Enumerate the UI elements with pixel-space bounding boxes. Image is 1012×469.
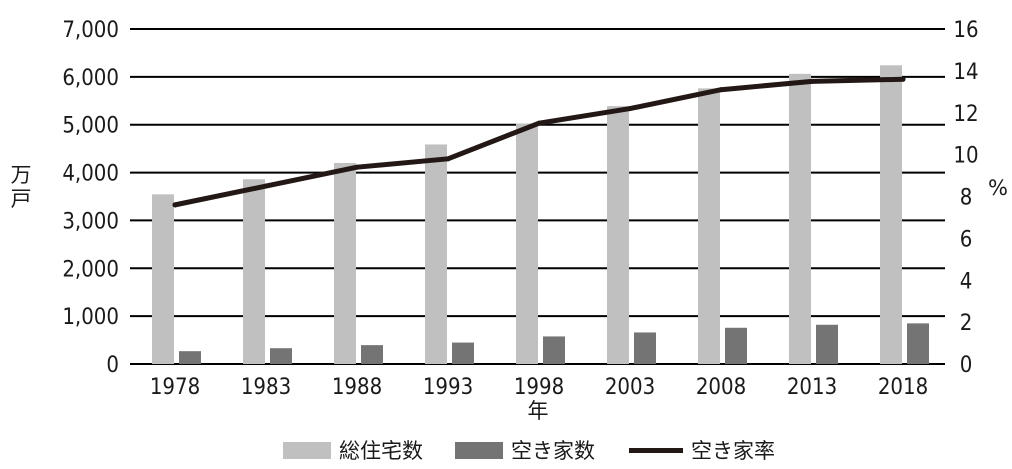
bar-total-2008 bbox=[698, 88, 720, 364]
y2-tick-label: 2 bbox=[960, 311, 973, 336]
x-tick-label: 1978 bbox=[150, 375, 200, 400]
bar-total-1993 bbox=[425, 144, 447, 364]
legend-label-rate: 空き家率 bbox=[691, 439, 775, 463]
bar-total-1978 bbox=[152, 194, 174, 364]
y-tick-label: 4,000 bbox=[62, 162, 119, 187]
bar-total-1998 bbox=[516, 123, 538, 365]
x-tick-label: 1988 bbox=[332, 375, 382, 400]
line-point-1978 bbox=[172, 202, 178, 208]
y-axis-title: 万戸 bbox=[11, 163, 32, 211]
line-layer bbox=[172, 76, 906, 208]
y-tick-label: 5,000 bbox=[62, 114, 119, 139]
line-point-2018 bbox=[900, 76, 906, 82]
line-point-2003 bbox=[627, 106, 633, 112]
bar-total-2003 bbox=[607, 106, 629, 365]
bar-total-1988 bbox=[334, 162, 356, 364]
legend-label-vacant: 空き家数 bbox=[511, 439, 595, 463]
legend-swatch-total bbox=[283, 442, 331, 459]
y2-tick-label: 16 bbox=[953, 18, 978, 43]
bar-vacant-1993 bbox=[452, 342, 474, 364]
x-axis-title: 年 bbox=[528, 399, 549, 423]
legend-label-total: 総住宅数 bbox=[339, 439, 423, 463]
bar-total-2013 bbox=[789, 73, 811, 365]
bars bbox=[152, 65, 929, 365]
line-point-1993 bbox=[445, 156, 451, 162]
bar-vacant-2018 bbox=[907, 323, 929, 364]
bar-vacant-2013 bbox=[816, 324, 838, 364]
line-point-1988 bbox=[354, 164, 360, 170]
y2-tick-label: 4 bbox=[960, 269, 973, 294]
y-tick-label: 0 bbox=[106, 353, 119, 378]
y2-tick-label: 0 bbox=[960, 353, 973, 378]
bar-vacant-1983 bbox=[270, 348, 292, 364]
bar-vacant-2008 bbox=[725, 327, 747, 364]
bar-total-1983 bbox=[243, 179, 265, 364]
bar-vacant-1988 bbox=[361, 345, 383, 364]
bar-vacant-1998 bbox=[543, 336, 565, 364]
left-axis-ticks: 0 1,000 2,000 3,000 4,000 5,000 6,000 7,000 bbox=[62, 18, 119, 378]
y-tick-label: 1,000 bbox=[62, 305, 119, 330]
legend-swatch-vacant bbox=[455, 442, 503, 459]
y2-tick-label: 14 bbox=[953, 60, 978, 85]
x-tick-label: 1983 bbox=[241, 375, 291, 400]
x-tick-label: 2003 bbox=[605, 375, 655, 400]
line-point-2008 bbox=[718, 87, 724, 93]
y-tick-label: 3,000 bbox=[62, 209, 119, 234]
y2-tick-label: 8 bbox=[960, 186, 973, 211]
y-tick-label: 6,000 bbox=[62, 66, 119, 91]
x-tick-label: 1993 bbox=[423, 375, 473, 400]
bar-vacant-1978 bbox=[179, 351, 201, 364]
line-point-1983 bbox=[263, 183, 269, 189]
legend: 総住宅数 空き家数 空き家率 bbox=[283, 439, 775, 463]
y-tick-label: 2,000 bbox=[62, 257, 119, 282]
y-tick-label: 7,000 bbox=[62, 18, 119, 43]
x-tick-label: 2008 bbox=[696, 375, 746, 400]
x-tick-label: 2018 bbox=[878, 375, 928, 400]
bar-total-2018 bbox=[880, 65, 902, 365]
x-axis-ticks: 1978 1983 1988 1993 1998 2003 2008 2013 2018 bbox=[150, 375, 928, 400]
y2-tick-label: 10 bbox=[953, 144, 978, 169]
y2-tick-label: 12 bbox=[953, 102, 978, 127]
y2-axis-title: % bbox=[988, 176, 1008, 200]
x-tick-label: 2013 bbox=[787, 375, 837, 400]
line-point-1998 bbox=[536, 120, 542, 126]
x-tick-label: 1998 bbox=[514, 375, 564, 400]
right-axis-ticks: 0 2 4 6 8 10 12 14 16 bbox=[953, 18, 978, 378]
y2-tick-label: 6 bbox=[960, 227, 973, 252]
bar-vacant-2003 bbox=[634, 332, 656, 364]
line-point-2013 bbox=[809, 78, 815, 84]
